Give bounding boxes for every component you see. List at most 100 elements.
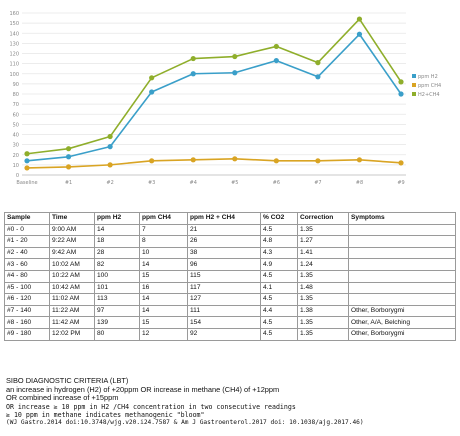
table-cell: 14 xyxy=(139,293,188,306)
table-cell: Other, Borborygmi xyxy=(348,327,456,341)
data-point xyxy=(107,144,113,150)
x-tick-label: #4 xyxy=(190,180,197,186)
table-cell: 1.35 xyxy=(297,269,349,283)
table-cell: 12:02 PM xyxy=(49,327,95,341)
table-cell: 1.27 xyxy=(297,235,349,248)
table-cell: 82 xyxy=(94,258,140,271)
table-row: #1 - 20 9:22 AM 18 8 26 4.8 1.27 xyxy=(4,235,456,248)
table-cell: 1.48 xyxy=(297,281,349,295)
table-cell: 154 xyxy=(187,316,261,329)
table-cell: 7 xyxy=(139,223,188,237)
table-cell xyxy=(348,293,456,306)
series-line xyxy=(26,33,402,162)
table-cell: 4.5 xyxy=(260,293,298,306)
data-point xyxy=(149,75,155,81)
table-row: #8 - 160 11:42 AM 139 15 154 4.5 1.35 Other, A/… xyxy=(4,316,456,329)
table-cell: 1.35 xyxy=(297,327,349,341)
y-tick-label: 70 xyxy=(13,102,19,108)
table-cell: 1.41 xyxy=(297,246,349,260)
header-correction: Correction xyxy=(297,212,349,225)
table-cell: 101 xyxy=(94,281,140,295)
x-axis-labels: Baseline #1 #2 #3 #4 #5 #6 #7 #8 #9 xyxy=(16,180,404,186)
data-point xyxy=(273,57,279,64)
table-cell: #9 - 180 xyxy=(4,327,50,341)
table-cell: 117 xyxy=(187,281,261,295)
table-cell: 4.1 xyxy=(260,281,298,295)
series-line xyxy=(26,158,402,169)
criteria-line: an increase in hydrogen (H2) of +20ppm O… xyxy=(6,385,280,395)
header-ch4: ppm CH4 xyxy=(139,212,188,225)
table-cell: 9:42 AM xyxy=(49,246,95,260)
table-cell: 92 xyxy=(187,327,261,341)
legend-swatch xyxy=(412,74,416,78)
y-tick-label: 30 xyxy=(13,143,19,149)
table-cell: 10:42 AM xyxy=(49,281,95,295)
y-tick-label: 100 xyxy=(9,72,19,78)
table-cell: 10:22 AM xyxy=(49,269,95,283)
legend-label: ppm CH4 xyxy=(418,83,441,89)
table-cell: 18 xyxy=(94,235,140,248)
table-cell: 38 xyxy=(187,246,261,260)
table-cell xyxy=(348,235,456,248)
y-tick-label: 110 xyxy=(9,62,19,68)
table-cell: #7 - 140 xyxy=(4,304,50,318)
table-cell: 15 xyxy=(139,269,188,283)
data-point xyxy=(398,79,404,85)
criteria-line: ≥ 10 ppm in methane indicates methanogen… xyxy=(6,410,205,419)
y-tick-label: 80 xyxy=(13,92,19,98)
data-point xyxy=(107,133,113,140)
data-point xyxy=(190,55,196,62)
table-cell: #2 - 40 xyxy=(4,246,50,260)
data-point xyxy=(190,157,196,163)
data-point xyxy=(356,31,363,37)
y-tick-label: 20 xyxy=(13,153,19,159)
table-cell: 1.24 xyxy=(297,258,349,271)
legend-swatch xyxy=(412,83,416,87)
table-cell: 4.3 xyxy=(260,246,298,260)
x-tick-label: #8 xyxy=(356,180,363,186)
table-cell: 111 xyxy=(187,304,261,318)
data-point xyxy=(273,158,279,164)
y-tick-label: 140 xyxy=(9,31,19,37)
x-tick-label: #7 xyxy=(314,180,321,186)
table-cell: 127 xyxy=(187,293,261,306)
y-tick-label: 0 xyxy=(16,173,19,179)
table-cell: #1 - 20 xyxy=(4,235,50,248)
x-tick-label: #6 xyxy=(273,180,280,186)
table-cell: #5 - 100 xyxy=(4,281,50,295)
data-point xyxy=(65,164,72,170)
table-row: #4 - 80 10:22 AM 100 15 115 4.5 1.35 xyxy=(4,269,456,283)
table-cell: 97 xyxy=(94,304,140,318)
table-cell: 15 xyxy=(139,316,188,329)
table-cell: 14 xyxy=(139,304,188,318)
y-tick-label: 50 xyxy=(13,122,19,128)
legend-label: ppm H2 xyxy=(418,74,438,80)
table-cell: 26 xyxy=(187,235,261,248)
header-co2: % CO2 xyxy=(260,212,298,225)
table-row: #7 - 140 11:22 AM 97 14 111 4.4 1.38 Other, Bor… xyxy=(4,304,456,318)
table-cell: #6 - 120 xyxy=(4,293,50,306)
table-cell: #4 - 80 xyxy=(4,269,50,283)
header-time: Time xyxy=(49,212,95,225)
data-point xyxy=(398,91,404,97)
data-point xyxy=(149,158,155,164)
x-tick-label: #9 xyxy=(397,180,404,186)
table-cell: 4.4 xyxy=(260,304,298,318)
y-tick-label: 150 xyxy=(9,21,19,27)
data-point xyxy=(315,60,321,66)
table-cell: Other, A/A, Belching xyxy=(348,316,456,329)
x-tick-label: #2 xyxy=(106,180,113,186)
header-symptoms: Symptoms xyxy=(348,212,456,225)
table-cell: #3 - 60 xyxy=(4,258,50,271)
criteria-line: OR increase ≥ 10 ppm in H2 /CH4 concentr… xyxy=(6,402,296,411)
data-point xyxy=(398,160,404,166)
table-cell xyxy=(348,246,456,260)
table-row: #3 - 60 10:02 AM 82 14 96 4.9 1.24 xyxy=(4,258,456,271)
table-cell: 8 xyxy=(139,235,188,248)
y-tick-label: 130 xyxy=(9,41,19,47)
data-point xyxy=(24,158,30,164)
data-point xyxy=(356,16,363,22)
y-tick-label: 120 xyxy=(9,52,19,58)
legend-label: H2+CH4 xyxy=(418,92,440,98)
series-lines xyxy=(24,16,404,171)
